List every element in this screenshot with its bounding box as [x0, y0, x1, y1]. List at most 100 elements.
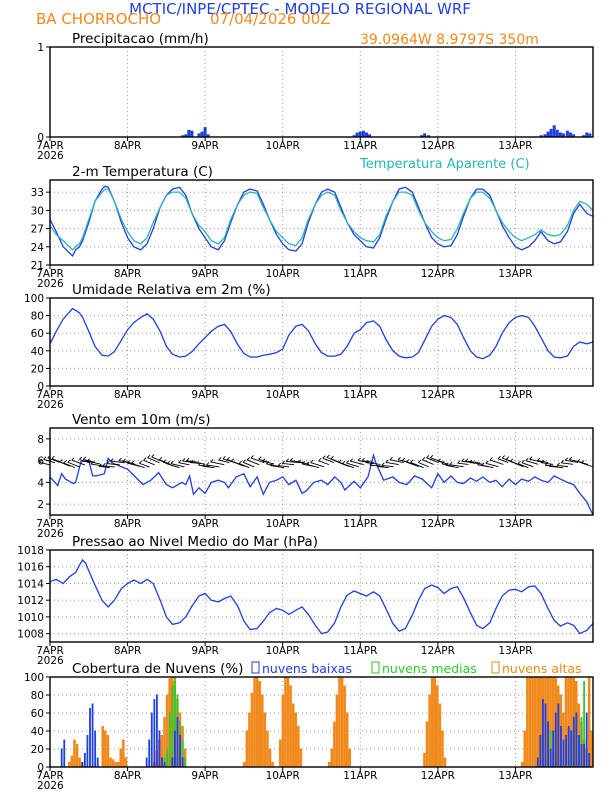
wind-barb-tick — [82, 456, 87, 460]
wind-barb-tick — [569, 456, 573, 460]
cloud-high-bar — [297, 726, 300, 768]
x-tick-label: 11APR — [343, 645, 377, 657]
precip-bar — [368, 134, 372, 137]
wind-barb-tick — [106, 460, 110, 464]
x-tick-label: 9APR — [191, 770, 219, 782]
x-tick-label: 12APR — [421, 140, 455, 152]
precip-bar — [184, 134, 188, 137]
wind-barb-tick — [389, 456, 393, 461]
panel-title: 2-m Temperatura (C) — [72, 164, 213, 180]
wind-barb-tick — [322, 455, 326, 459]
wind-barb-tick — [485, 460, 489, 464]
cloud-low-bar — [161, 757, 163, 768]
cloud-high-bar — [436, 685, 439, 768]
precip-bar — [361, 130, 365, 137]
wind-barb-tick — [430, 455, 434, 459]
wind-barb — [67, 461, 81, 468]
cloud-low-bar — [560, 726, 562, 768]
y-tick-label: 1010 — [17, 612, 44, 624]
y-tick-label: 20 — [31, 363, 44, 375]
series-line-0 — [49, 185, 594, 257]
wind-barb — [581, 462, 594, 468]
wind-barb-tick — [138, 460, 143, 464]
precip-bar — [181, 135, 185, 137]
y-tick-label: 4 — [37, 477, 44, 489]
wind-barb — [318, 460, 330, 466]
cloud-mid-bar — [184, 757, 187, 768]
y-tick-label: 8 — [37, 434, 44, 446]
wind-barb — [561, 462, 574, 465]
precip-bar — [582, 135, 586, 137]
x-year-label: 2026 — [37, 655, 64, 667]
wind-barb-tick — [190, 459, 194, 463]
wind-barb — [270, 465, 285, 469]
wind-barb — [365, 462, 379, 465]
cloud-high-bar — [255, 676, 259, 768]
location-label: BA CHORROCHO — [36, 10, 161, 28]
cloud-low-bar — [557, 703, 560, 768]
wind-barb-tick — [577, 458, 581, 462]
x-tick-label: 9APR — [191, 268, 219, 280]
precip-bar — [588, 133, 592, 137]
coordinates-label: 39.0964W 8.9797S 350m — [360, 32, 539, 48]
cloud-low-bar — [176, 717, 179, 768]
wind-barb-tick — [63, 460, 67, 464]
wind-barb — [147, 457, 160, 464]
wind-barb — [481, 464, 494, 469]
cloud-high-bar — [428, 694, 431, 768]
legend-label: nuvens medias — [382, 661, 477, 676]
wind-barb-tick — [477, 462, 481, 466]
cloud-low-bar — [86, 735, 89, 768]
wind-barb-tick — [210, 459, 214, 463]
cloud-high-bar — [284, 676, 287, 768]
panel-3: 2 4 6 8 7APR 8APR 9APR 10APR 11APR 12APR 13APR 2026… — [36, 412, 594, 540]
y-tick-label: 33 — [31, 187, 44, 199]
wind-barb-tick — [540, 459, 545, 464]
wind-barb — [410, 462, 424, 469]
cloud-high-bar — [441, 730, 444, 768]
wind-barb-tick — [581, 460, 585, 464]
wind-barb-tick — [86, 458, 90, 462]
cloud-high-bar — [101, 726, 105, 768]
wind-barb-tick — [306, 461, 310, 465]
y-tick-label: 2 — [37, 499, 44, 511]
x-tick-label: 9APR — [191, 645, 219, 657]
cloud-low-bar — [565, 735, 567, 768]
cloud-low-bar — [91, 703, 94, 768]
wind-barb — [549, 465, 564, 469]
wind-barb — [361, 460, 374, 463]
wind-barb — [342, 463, 355, 469]
wind-barb-tick — [497, 455, 501, 460]
wind-barb — [322, 457, 335, 464]
wind-barb-tick — [130, 460, 135, 464]
wind-barb-tick — [226, 456, 230, 460]
precip-bar — [546, 131, 550, 137]
wind-barb-tick — [437, 458, 441, 462]
cloud-high-bar — [286, 676, 290, 768]
x-tick-label: 10APR — [266, 389, 300, 401]
cloud-high-bar — [109, 757, 112, 768]
cloud-low-bar — [94, 730, 97, 768]
x-tick-label: 8APR — [114, 140, 142, 152]
precip-bar — [355, 132, 359, 137]
cloud-high-bar — [531, 676, 534, 768]
wind-barb-tick — [537, 457, 541, 461]
wind-barb — [521, 462, 534, 468]
wind-barb-tick — [277, 462, 282, 466]
legend-apparent-temperature: Temperatura Aparente (C) — [359, 157, 530, 172]
wind-barb — [210, 461, 225, 466]
wind-barb-tick — [98, 463, 102, 467]
wind-barb-tick — [449, 461, 453, 466]
wind-barb — [418, 462, 429, 468]
wind-barb — [143, 459, 155, 466]
cloud-high-bar — [289, 685, 292, 768]
cloud-high-bar — [338, 676, 341, 768]
wind-barb — [282, 462, 295, 466]
y-tick-label: 1008 — [17, 629, 44, 641]
wind-barb — [406, 461, 419, 467]
wind-barb-tick — [338, 459, 342, 463]
wind-barb — [422, 459, 434, 465]
cloud-high-bar — [335, 694, 339, 768]
wind-barb — [86, 460, 100, 465]
wind-barb-tick — [330, 455, 334, 460]
